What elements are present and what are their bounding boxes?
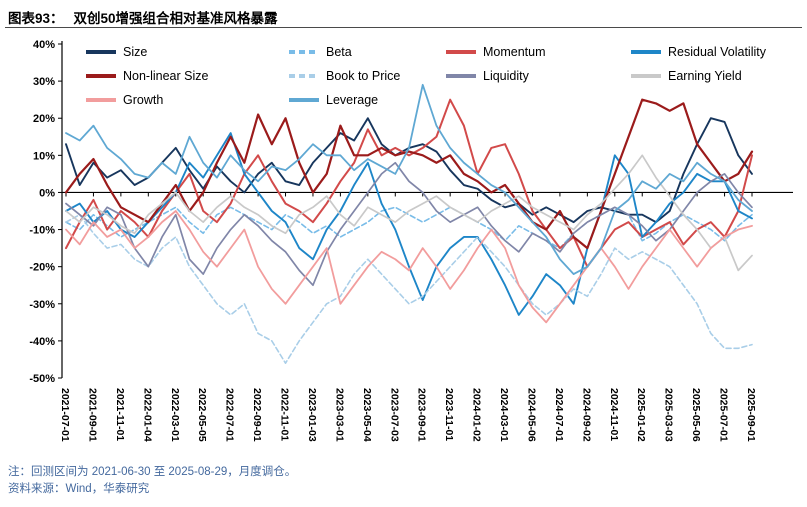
- y-tick-label: -40%: [29, 336, 55, 348]
- x-tick-label: 2022-01-04: [141, 388, 153, 442]
- legend-swatch-leverage: [289, 98, 319, 102]
- legend-item-beta: Beta: [289, 45, 446, 59]
- legend-label-residual-volatility: Residual Volatility: [668, 45, 766, 59]
- x-tick-label: 2024-05-06: [525, 388, 537, 442]
- legend-item-residual-volatility: Residual Volatility: [631, 45, 806, 59]
- y-tick-label: -10%: [29, 225, 55, 237]
- legend-swatch-non-linear-size: [86, 74, 116, 78]
- x-tick-label: 2023-11-01: [443, 388, 455, 441]
- x-tick-label: 2023-05-04: [361, 388, 373, 442]
- x-tick-label: 2022-09-01: [251, 388, 263, 442]
- legend-swatch-beta: [289, 50, 319, 54]
- series-leverage: [65, 83, 753, 275]
- figure-title-row: 图表93： 双创50增强组合相对基准风格暴露: [8, 7, 278, 27]
- x-tick-label: 2023-07-03: [388, 388, 400, 442]
- figure-number: 图表93：: [8, 11, 64, 26]
- series-momentum: [65, 98, 753, 268]
- x-tick-label: 2025-09-01: [745, 388, 757, 442]
- legend-label-growth: Growth: [123, 93, 164, 107]
- y-tick-label: 30%: [33, 76, 55, 88]
- y-tick-label: 20%: [33, 113, 55, 125]
- x-tick-label: 2024-11-01: [608, 388, 620, 441]
- x-tick-label: 2022-05-05: [196, 388, 208, 442]
- series-growth: [65, 210, 753, 324]
- legend-item-liquidity: Liquidity: [446, 69, 631, 83]
- x-tick-label: 2024-09-02: [580, 388, 592, 442]
- x-tick-label: 2024-03-01: [498, 388, 510, 442]
- title-divider: [5, 27, 802, 28]
- legend-label-momentum: Momentum: [483, 45, 546, 59]
- x-tick-label: 2025-07-01: [718, 388, 730, 442]
- legend-label-beta: Beta: [326, 45, 352, 59]
- note-text: 注：回测区间为 2021-06-30 至 2025-08-29，月度调仓。: [8, 466, 297, 478]
- legend-label-earning-yield: Earning Yield: [668, 69, 742, 83]
- x-tick-label: 2022-03-01: [169, 388, 181, 442]
- y-tick-label: 0%: [39, 187, 55, 199]
- x-tick-label: 2024-07-01: [553, 388, 565, 442]
- legend-item-size: Size: [86, 45, 289, 59]
- y-tick-label: -50%: [29, 373, 55, 385]
- series-residual-volatility: [65, 132, 753, 316]
- chart-canvas: 40% 30% 20% 10% 0% -10% -20% -30% -40% -50% 2021-0…: [29, 39, 793, 442]
- x-tick-label: 2021-09-01: [86, 388, 98, 442]
- y-tick-label: -30%: [29, 299, 55, 311]
- legend-item-book-to-price: Book to Price: [289, 69, 446, 83]
- legend-label-book-to-price: Book to Price: [326, 69, 401, 83]
- x-tick-label: 2023-09-01: [416, 388, 428, 442]
- legend-swatch-growth: [86, 98, 116, 102]
- legend-item-growth: Growth: [86, 93, 289, 107]
- series-earning-yield: [65, 154, 753, 272]
- x-tick-label: 2024-01-02: [471, 388, 483, 442]
- series-size: [65, 117, 753, 224]
- x-tick-label: 2023-01-03: [306, 388, 318, 442]
- series-liquidity: [65, 161, 753, 287]
- legend-swatch-liquidity: [446, 74, 476, 78]
- series-book-to-price: [65, 213, 753, 364]
- y-tick-label: 10%: [33, 150, 55, 162]
- legend-swatch-earning-yield: [631, 74, 661, 78]
- y-tick-label: 40%: [33, 39, 55, 51]
- legend-label-size: Size: [123, 45, 148, 59]
- legend-swatch-book-to-price: [289, 74, 319, 78]
- figure-title: 双创50增强组合相对基准风格暴露: [73, 11, 278, 26]
- series-non-linear-size: [64, 98, 754, 250]
- legend-item-non-linear-size: Non-linear Size: [86, 69, 289, 83]
- x-tick-label: 2025-01-02: [635, 388, 647, 442]
- x-tick-label: 2022-07-01: [224, 388, 236, 442]
- x-tick-label: 2021-07-01: [59, 388, 71, 442]
- legend-item-leverage: Leverage: [289, 93, 446, 107]
- legend-swatch-size: [86, 50, 116, 54]
- legend-label-non-linear-size: Non-linear Size: [123, 69, 209, 83]
- x-tick-label: 2021-11-01: [114, 388, 126, 441]
- y-tick-label: -20%: [29, 262, 55, 274]
- source-text: 资料来源：Wind，华泰研究: [8, 483, 150, 495]
- legend-swatch-momentum: [446, 50, 476, 54]
- figure-footnotes: 注：回测区间为 2021-06-30 至 2025-08-29，月度调仓。 资料…: [8, 464, 296, 498]
- legend-label-leverage: Leverage: [326, 93, 379, 107]
- legend-item-momentum: Momentum: [446, 45, 631, 59]
- x-tick-label: 2022-11-01: [279, 388, 291, 441]
- legend-item-earning-yield: Earning Yield: [631, 69, 806, 83]
- chart-legend: Size Beta Momentum Residual Volatility Non-l…: [86, 40, 806, 112]
- x-tick-label: 2025-05-06: [690, 388, 702, 442]
- x-tick-label: 2023-03-01: [333, 388, 345, 442]
- legend-swatch-residual-volatility: [631, 50, 661, 54]
- legend-label-liquidity: Liquidity: [483, 69, 529, 83]
- x-tick-label: 2025-03-03: [663, 388, 675, 442]
